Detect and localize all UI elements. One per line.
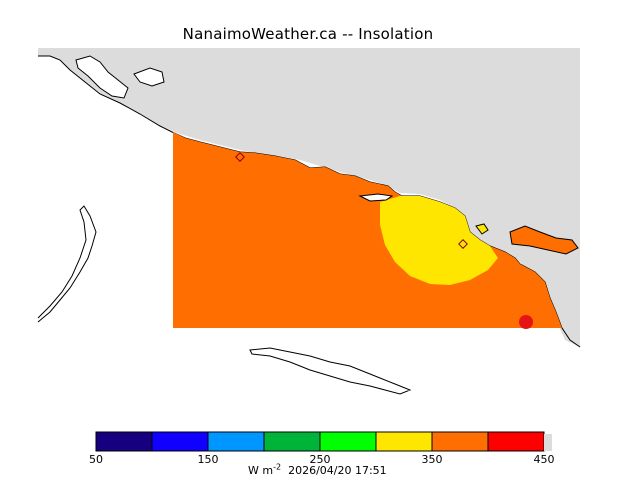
colorbar-segment-7	[431, 431, 489, 452]
colorbar-tick-label: 350	[421, 453, 443, 466]
island-south	[249, 347, 412, 395]
colorbar-tick-label: 250	[309, 453, 331, 466]
colorbar-segment-3	[207, 431, 265, 452]
small-island-yellow	[475, 223, 489, 235]
station-marker-east	[458, 239, 468, 249]
colorbar-segment-5	[319, 431, 377, 452]
colorbar-tick-label: 450	[533, 453, 555, 466]
station-marker-north	[235, 152, 245, 162]
island-northwest	[75, 55, 129, 99]
island-west	[37, 205, 97, 323]
colorbar-segment-2	[151, 431, 209, 452]
colorbar-segment-4	[263, 431, 321, 452]
peninsula-east	[509, 225, 579, 255]
units-exponent: -2	[273, 462, 282, 472]
colorbar-segment-1	[95, 431, 153, 452]
footer-units-time: W m-2 2026/04/20 17:51	[248, 462, 387, 477]
units-label: W m	[248, 464, 274, 477]
insolation-field-red	[519, 315, 533, 329]
colorbar-tick-label: 50	[89, 453, 103, 466]
mainland-land	[38, 48, 580, 347]
colorbar-segment-8	[487, 431, 545, 452]
island-north	[133, 67, 165, 87]
island-yellow-region	[358, 193, 394, 202]
colorbar-segment-6	[375, 431, 433, 452]
colorbar-tick-label: 150	[197, 453, 219, 466]
timestamp: 2026/04/20 17:51	[288, 464, 387, 477]
page-title: NanaimoWeather.ca -- Insolation	[182, 25, 434, 43]
insolation-field-yellow	[380, 196, 498, 285]
